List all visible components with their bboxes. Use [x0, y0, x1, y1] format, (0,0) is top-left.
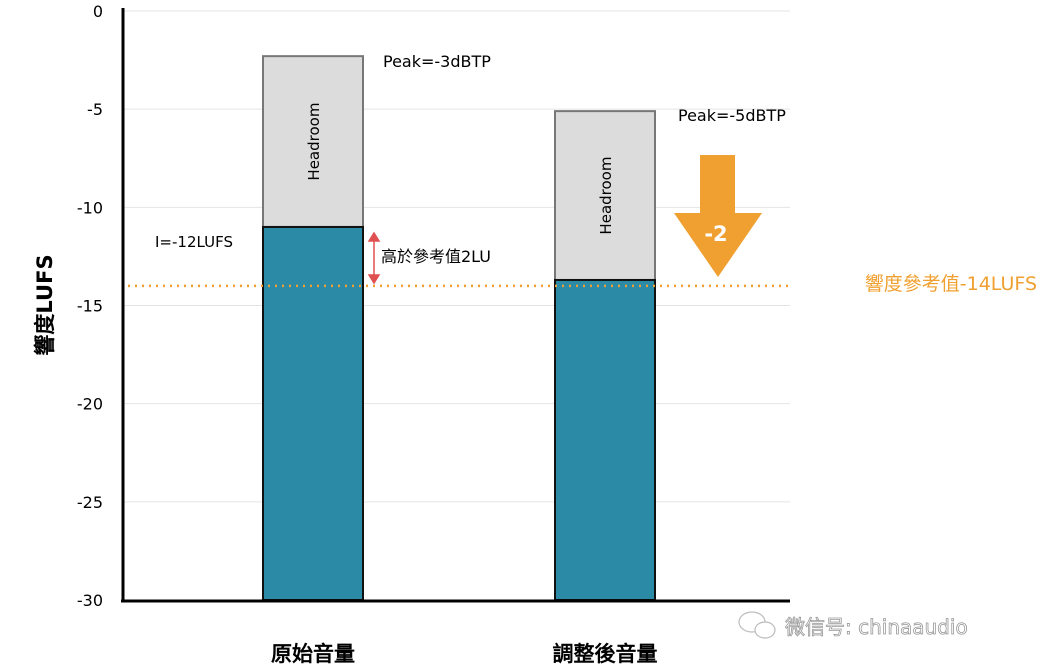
headroom-label: Headroom	[597, 157, 615, 235]
loudness-bar	[262, 225, 364, 601]
headroom-bar	[554, 110, 656, 281]
reference-line-label: 響度參考值-14LUFS	[865, 273, 1037, 295]
y-tick-label: -10	[77, 198, 103, 217]
adjust-label: -2	[704, 222, 727, 246]
y-tick-label: -20	[77, 395, 103, 414]
wechat-icon	[738, 611, 776, 639]
x-category-label: 調整後音量	[553, 642, 658, 666]
loudness-bar	[554, 278, 656, 601]
y-axis-label: 響度LUFS	[33, 254, 57, 355]
above-reference-label: 高於參考值2LU	[381, 247, 491, 266]
x-category-label: 原始音量	[271, 642, 355, 666]
watermark: 微信号: chinaaudio	[785, 615, 968, 639]
y-tick-label: -25	[77, 493, 103, 512]
y-tick-label: 0	[93, 2, 103, 21]
headroom-label: Headroom	[305, 103, 323, 181]
peak-label-1: Peak=-3dBTP	[383, 52, 491, 71]
y-tick-label: -30	[77, 591, 103, 610]
integrated-loudness-label: I=-12LUFS	[155, 233, 233, 251]
y-tick-label: -5	[87, 100, 103, 119]
y-tick-label: -15	[77, 297, 103, 316]
down-arrow-icon	[674, 155, 762, 277]
peak-label-2: Peak=-5dBTP	[678, 106, 786, 125]
difference-arrow-icon	[367, 231, 381, 285]
